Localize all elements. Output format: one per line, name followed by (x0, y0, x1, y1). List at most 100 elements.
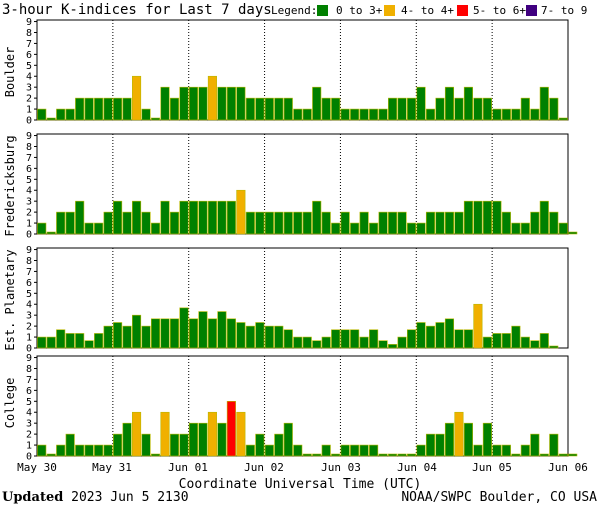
k-index-bar (198, 200, 208, 235)
k-index-bar (463, 329, 473, 349)
k-index-bar (75, 200, 85, 235)
y-tick-label: 5 (26, 397, 32, 408)
k-index-bar (350, 444, 360, 457)
y-tick-label: 0 (26, 230, 32, 241)
k-index-bar (340, 329, 350, 349)
k-index-bar (530, 211, 540, 235)
k-index-bar (463, 86, 473, 121)
k-index-bar (75, 97, 85, 121)
k-index-bar (511, 325, 521, 349)
k-index-bar (520, 97, 530, 121)
k-index-bar (444, 318, 455, 349)
source-credit: NOAA/SWPC Boulder, CO USA (401, 490, 597, 505)
k-index-bar (122, 97, 132, 121)
date-axis: May 30 May 31 Jun 01 Jun 02 Jun 03 Jun 0… (17, 461, 588, 474)
k-index-bar (568, 453, 578, 457)
k-index-bar (255, 322, 265, 349)
y-tick-label: 7 (26, 153, 32, 164)
k-index-bar (113, 322, 123, 349)
k-index-bar (378, 340, 388, 349)
y-tick-label: 9 (26, 245, 32, 256)
panel-title-boulder: Boulder (3, 47, 17, 98)
k-index-bar (312, 200, 322, 235)
k-index-bar (501, 211, 511, 235)
k-index-bar (501, 444, 511, 457)
y-tick-label: 7 (26, 375, 32, 386)
k-index-bar (160, 86, 170, 121)
k-index-bar (141, 108, 151, 121)
k-index-bar (501, 333, 511, 349)
panel-frame-college (36, 355, 569, 457)
x-axis-label: Coordinate Universal Time (UTC) (179, 477, 422, 490)
k-index-bar (407, 97, 417, 121)
date-label-4: Jun 03 (321, 461, 361, 474)
k-index-bar (511, 222, 521, 235)
k-index-bar (482, 422, 492, 457)
k-index-bar (179, 307, 189, 349)
k-index-bar (312, 340, 322, 349)
panel-title-fredericksburg: Fredericksburg (3, 135, 17, 236)
k-index-bar (416, 86, 426, 121)
k-index-bar (122, 325, 132, 349)
k-index-bar (378, 453, 388, 457)
k-index-bar (359, 108, 369, 121)
y-tick-label: 3 (26, 419, 32, 430)
k-index-bar (511, 453, 521, 457)
k-index-bar (350, 222, 360, 235)
k-index-bar (207, 411, 217, 457)
k-index-bar (264, 444, 274, 457)
k-index-bar (378, 211, 388, 235)
k-index-bar (407, 329, 417, 349)
k-index-bar (255, 97, 265, 121)
legend-swatch-0 (317, 5, 328, 16)
k-index-bar (350, 108, 360, 121)
k-index-bar (359, 211, 369, 235)
k-index-bar (492, 444, 502, 457)
date-label-6: Jun 05 (472, 461, 512, 474)
k-index-bar (539, 200, 549, 235)
k-index-bar (454, 411, 464, 457)
k-index-bar (359, 444, 369, 457)
y-tick-label: 2 (26, 94, 32, 105)
y-tick-label: 9 (26, 17, 32, 28)
y-tick-label: 6 (26, 164, 32, 175)
k-index-bar (530, 108, 540, 121)
k-index-bar (132, 314, 142, 349)
k-index-bar (473, 97, 483, 121)
y-tick-label: 6 (26, 386, 32, 397)
k-index-bar (482, 336, 492, 349)
k-index-bar (94, 97, 104, 121)
k-index-bar (511, 108, 521, 121)
date-label-5: Jun 04 (397, 461, 437, 474)
legend-swatch-1 (384, 5, 395, 16)
k-index-bar (103, 97, 113, 121)
k-index-bar (188, 86, 198, 121)
k-index-bar (84, 340, 94, 349)
k-index-bar (425, 433, 436, 457)
k-index-bar (331, 453, 341, 457)
updated-label: Updated (2, 490, 64, 505)
y-tick-label: 8 (26, 256, 32, 267)
legend-item-2: 5- to 6+ (473, 4, 526, 17)
k-index-bar (539, 86, 549, 121)
k-index-bar (397, 453, 407, 457)
y-tick-label: 5 (26, 175, 32, 186)
k-index-bar (435, 322, 445, 349)
y-tick-label: 1 (26, 105, 32, 116)
k-index-bar (103, 211, 113, 235)
k-index-bar (46, 336, 56, 349)
k-index-bar (150, 318, 161, 349)
k-index-bar (520, 336, 530, 349)
k-index-bar (302, 108, 312, 121)
k-index-bar (397, 336, 407, 349)
date-label-1: May 31 (92, 461, 132, 474)
k-index-chart: 3-hour K-indices for Last 7 days Legend:… (2, 2, 588, 490)
k-index-bar (482, 97, 492, 121)
k-index-bar (169, 433, 180, 457)
k-index-bar (416, 222, 426, 235)
k-index-bar (369, 108, 379, 121)
panel-frame-est-planetary (36, 247, 569, 349)
k-index-bar (274, 97, 284, 121)
k-index-bar (141, 211, 151, 235)
